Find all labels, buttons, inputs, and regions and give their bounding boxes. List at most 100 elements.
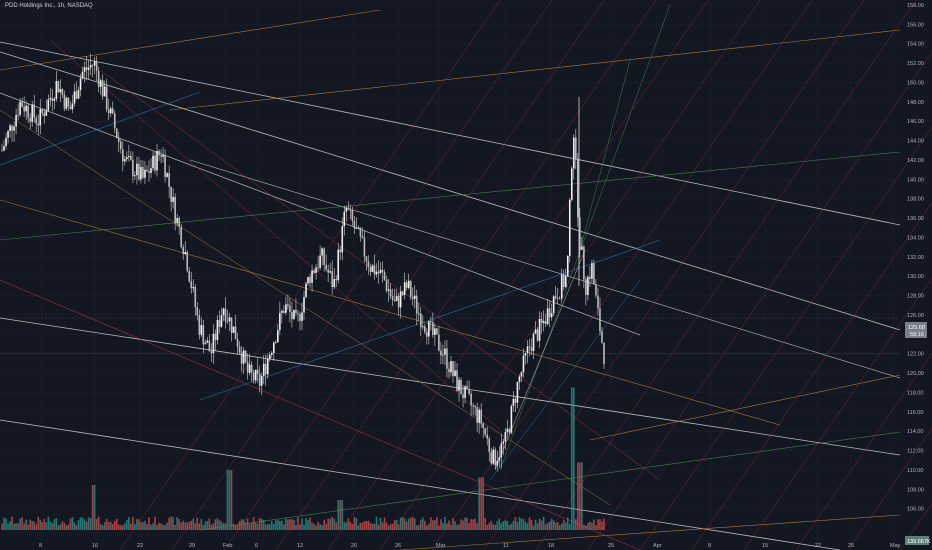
trendline	[499, 4, 671, 471]
candle-body	[23, 106, 25, 112]
volume-bar	[373, 523, 376, 530]
volume-bar	[236, 524, 239, 530]
volume-bar	[176, 516, 178, 530]
candle-body	[355, 227, 358, 229]
volume-tag-bg	[905, 536, 929, 545]
candle-body	[124, 159, 126, 162]
candle-body	[593, 263, 595, 285]
candle-body	[506, 428, 509, 432]
candle-body	[168, 173, 170, 187]
volume-bar	[454, 521, 456, 530]
candle-body	[11, 125, 13, 131]
candle-body	[554, 296, 557, 299]
price-axis[interactable]: 106.00 108.00 110.00 112.00 114.00 116.00 118.…	[907, 3, 924, 513]
volume-bar	[403, 518, 406, 530]
candle-body	[258, 373, 261, 386]
x-tick-label: 8	[708, 543, 711, 549]
trendline	[169, 29, 901, 111]
volume-bar	[417, 524, 420, 530]
volume-bar	[11, 516, 13, 530]
time-axis[interactable]: 8 16 22 29 Feb 6 12 20 26 Mar 11 18 25 Apr 8 15 22 25 May	[39, 543, 901, 549]
volume-bar	[365, 521, 368, 530]
candle-body	[486, 434, 489, 439]
volume-bar	[444, 516, 446, 530]
candle-body	[252, 372, 255, 381]
trendline	[483, 0, 865, 550]
volume-bar	[552, 520, 555, 530]
volume-bar	[490, 520, 493, 530]
volume-bar	[448, 520, 450, 530]
y-tick-label: 110.00	[907, 468, 923, 474]
candle-body	[564, 276, 567, 287]
y-tick-label: 142.00	[907, 158, 924, 164]
volume-bar	[270, 521, 273, 530]
volume-bar	[566, 517, 569, 530]
volume-bar	[436, 517, 438, 530]
volume-bar	[67, 524, 70, 530]
candle-body	[122, 149, 124, 162]
candle-body	[186, 252, 189, 271]
candle-body	[530, 347, 533, 351]
candle-body	[39, 109, 42, 126]
candle-body	[103, 86, 106, 97]
trendline	[0, 91, 201, 166]
candle-body	[35, 117, 38, 124]
volume-bar	[369, 523, 372, 530]
volume-bar	[544, 524, 547, 530]
candle-body	[190, 281, 193, 289]
candle-body	[27, 105, 29, 118]
volume-bar	[554, 522, 557, 530]
x-tick-label: 29	[189, 543, 195, 549]
volume-bar	[562, 519, 565, 530]
candle-body	[405, 282, 408, 288]
candle-body	[353, 220, 356, 229]
candle-body	[43, 112, 46, 116]
candle-body	[339, 249, 342, 253]
volume-bar	[19, 518, 21, 530]
candle-body	[458, 379, 460, 391]
candle-body	[319, 255, 321, 268]
volume-bar	[518, 517, 521, 530]
candle-body	[162, 154, 164, 157]
candle-body	[587, 276, 589, 295]
candle-body	[371, 265, 374, 272]
candle-body	[591, 263, 593, 279]
x-tick-label: 8	[39, 543, 42, 549]
volume-bar	[568, 523, 571, 530]
trendline	[327, 0, 709, 550]
volume-bar	[283, 524, 285, 530]
trendline	[639, 126, 932, 550]
volume-bar	[75, 524, 78, 530]
candle-body	[510, 405, 513, 433]
trendline	[0, 151, 901, 241]
candle-body	[83, 67, 86, 72]
volume-bar	[232, 523, 235, 530]
volume-bar	[29, 519, 31, 530]
candle-body	[313, 270, 315, 273]
candle-body	[93, 61, 96, 66]
candle-body	[25, 105, 27, 112]
volume-bar	[442, 523, 444, 530]
trendline	[379, 0, 761, 550]
candle-body	[333, 278, 336, 288]
volume-bar	[560, 523, 563, 530]
candle-body	[548, 308, 551, 318]
volume-bar	[486, 524, 489, 530]
volume-bar	[198, 523, 201, 530]
candle-body	[526, 346, 529, 353]
volume-bar	[450, 524, 452, 530]
candle-body	[488, 438, 491, 452]
candle-body	[589, 276, 591, 279]
candle-body	[556, 298, 559, 299]
candle-body	[413, 295, 416, 299]
volume-bar	[242, 519, 245, 530]
volume-bar	[27, 524, 29, 530]
volume-bar	[411, 517, 414, 530]
volume-bar	[379, 517, 382, 530]
volume-bar	[216, 518, 219, 530]
candle-body	[115, 128, 118, 139]
trendline	[49, 39, 501, 431]
candle-body	[407, 280, 410, 288]
candle-body	[448, 368, 450, 373]
